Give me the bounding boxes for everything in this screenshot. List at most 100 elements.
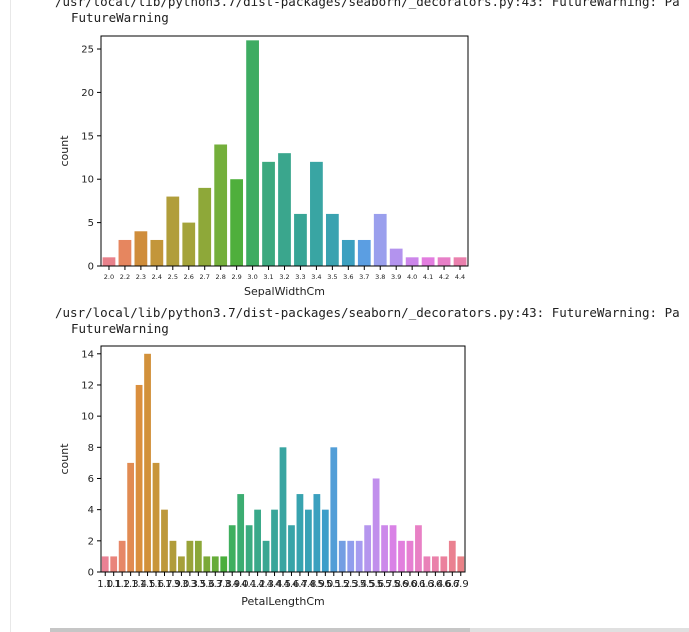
scrollbar-thumb[interactable] [50,628,470,632]
bar-3.7 [357,239,371,266]
y-axis-label: count [58,443,71,475]
x-tick-label: 6.0 [402,579,418,590]
x-tick-label: 3.8 [216,579,232,590]
x-tick-label: 5.7 [377,579,393,590]
bar-4.1 [245,525,253,572]
x-tick-label: 3.3 [295,273,305,281]
y-tick-label: 10 [81,412,94,423]
bar-3.5 [325,213,339,266]
bar-3.6 [341,239,355,266]
x-axis-label: PetalLengthCm [241,595,324,608]
sepal-width-countplot: 0 5 10 15 20 25 2.0 2.2 2.3 2.4 2.5 2.6 2.7 2.8 2.9 3.0… [58,35,469,298]
x-tick-label: 5.6 [368,579,384,590]
bar-4.4 [453,257,467,266]
bar-4.5 [279,447,287,572]
x-tick-label: 2.4 [152,273,162,281]
warning-1-line-2: FutureWarning [71,10,169,25]
bar-3.2 [278,153,291,266]
x-tick-label: 4.0 [233,579,249,590]
x-tick-label: 4.0 [407,273,417,281]
bar-5.2 [338,540,346,572]
x-tick-label: 1.5 [140,579,156,590]
warning-1-line-1: /usr/local/lib/python3.7/dist-packages/s… [55,0,680,9]
bar-1.3 [127,462,135,572]
bar-3.7 [211,556,219,572]
x-tick-label: 3.6 [343,273,353,281]
bar-4.8 [305,509,312,572]
bar-4.1 [421,257,435,266]
bar-1.4 [135,384,143,572]
x-tick-label: 2.0 [104,273,114,281]
future-warning-1: /usr/local/lib/python3.7/dist-packages/s… [55,0,689,26]
bar-3.5 [194,540,202,572]
x-tick-label: 2.6 [184,273,194,281]
bar-1.5 [144,353,151,572]
bar-5.5 [364,525,372,572]
bar-5.1 [330,447,338,572]
x-tick-label: 1.4 [131,579,147,590]
x-tick-label: 4.2 [439,273,449,281]
bar-5.8 [389,525,397,572]
cell-output-left-rule [10,0,11,632]
x-tick-label: 5.9 [394,579,410,590]
x-tick-label: 4.9 [309,579,325,590]
x-tick-label: 4.8 [300,579,316,590]
bar-3.8 [220,556,228,572]
x-tick-label: 3.7 [207,579,223,590]
x-tick-label: 4.1 [423,273,433,281]
bar-6.9 [457,556,465,572]
x-tick-label: 3.4 [311,273,321,281]
x-tick-label: 6.9 [453,579,469,590]
x-tick-label: 2.3 [136,273,146,281]
bar-3.9 [228,525,236,572]
x-tick-label: 2.8 [216,273,226,281]
y-tick-label: 0 [88,568,94,579]
x-tick-label: 3.8 [375,273,385,281]
x-tick-label: 6.3 [419,579,435,590]
x-tick-label: 3.3 [182,579,198,590]
horizontal-scrollbar[interactable] [50,628,689,632]
bar-4.2 [437,257,451,266]
warning-2-line-2: FutureWarning [71,321,169,336]
y-axis-label: count [58,135,71,167]
x-tick-label: 6.4 [427,579,443,590]
y-tick-label: 6 [88,474,94,485]
x-tick-label: 4.5 [275,579,291,590]
x-tick-label: 6.7 [444,579,460,590]
bar-3.3 [186,540,194,572]
bar-2.7 [198,187,212,266]
x-tick-label: 6.6 [436,579,452,590]
x-tick-label: 4.1 [241,579,257,590]
bar-2.6 [182,222,196,266]
x-tick-label: 5.8 [385,579,401,590]
bar-2.8 [214,144,228,266]
bar-5.6 [372,478,380,572]
x-tick-label: 5.3 [343,579,359,590]
x-tick-label: 2.9 [231,273,241,281]
bar-2.4 [150,239,164,266]
x-tick-label: 1.6 [148,579,164,590]
bar-4.0 [405,257,419,266]
x-tick-label: 2.7 [200,273,210,281]
bar-4.7 [296,494,304,572]
bar-5.3 [347,540,355,572]
x-tick-label: 4.3 [258,579,274,590]
bar-2.3 [134,231,148,266]
bar-6.1 [415,525,422,572]
bar-1.9 [169,540,177,572]
bar-1.0 [101,556,109,572]
bar-5.4 [355,540,363,572]
future-warning-2: /usr/local/lib/python3.7/dist-packages/s… [55,305,689,337]
bar-6.6 [440,556,448,572]
y-tick-label: 2 [88,536,94,547]
bar-1.6 [152,462,160,572]
bar-1.2 [118,540,126,572]
bar-2.9 [230,179,244,266]
bar-4.2 [254,509,261,572]
x-tick-label: 4.4 [455,273,465,281]
x-tick-label: 4.6 [284,579,300,590]
x-tick-label: 3.5 [327,273,337,281]
x-tick-label: 5.5 [360,579,376,590]
bar-3.8 [373,213,387,266]
